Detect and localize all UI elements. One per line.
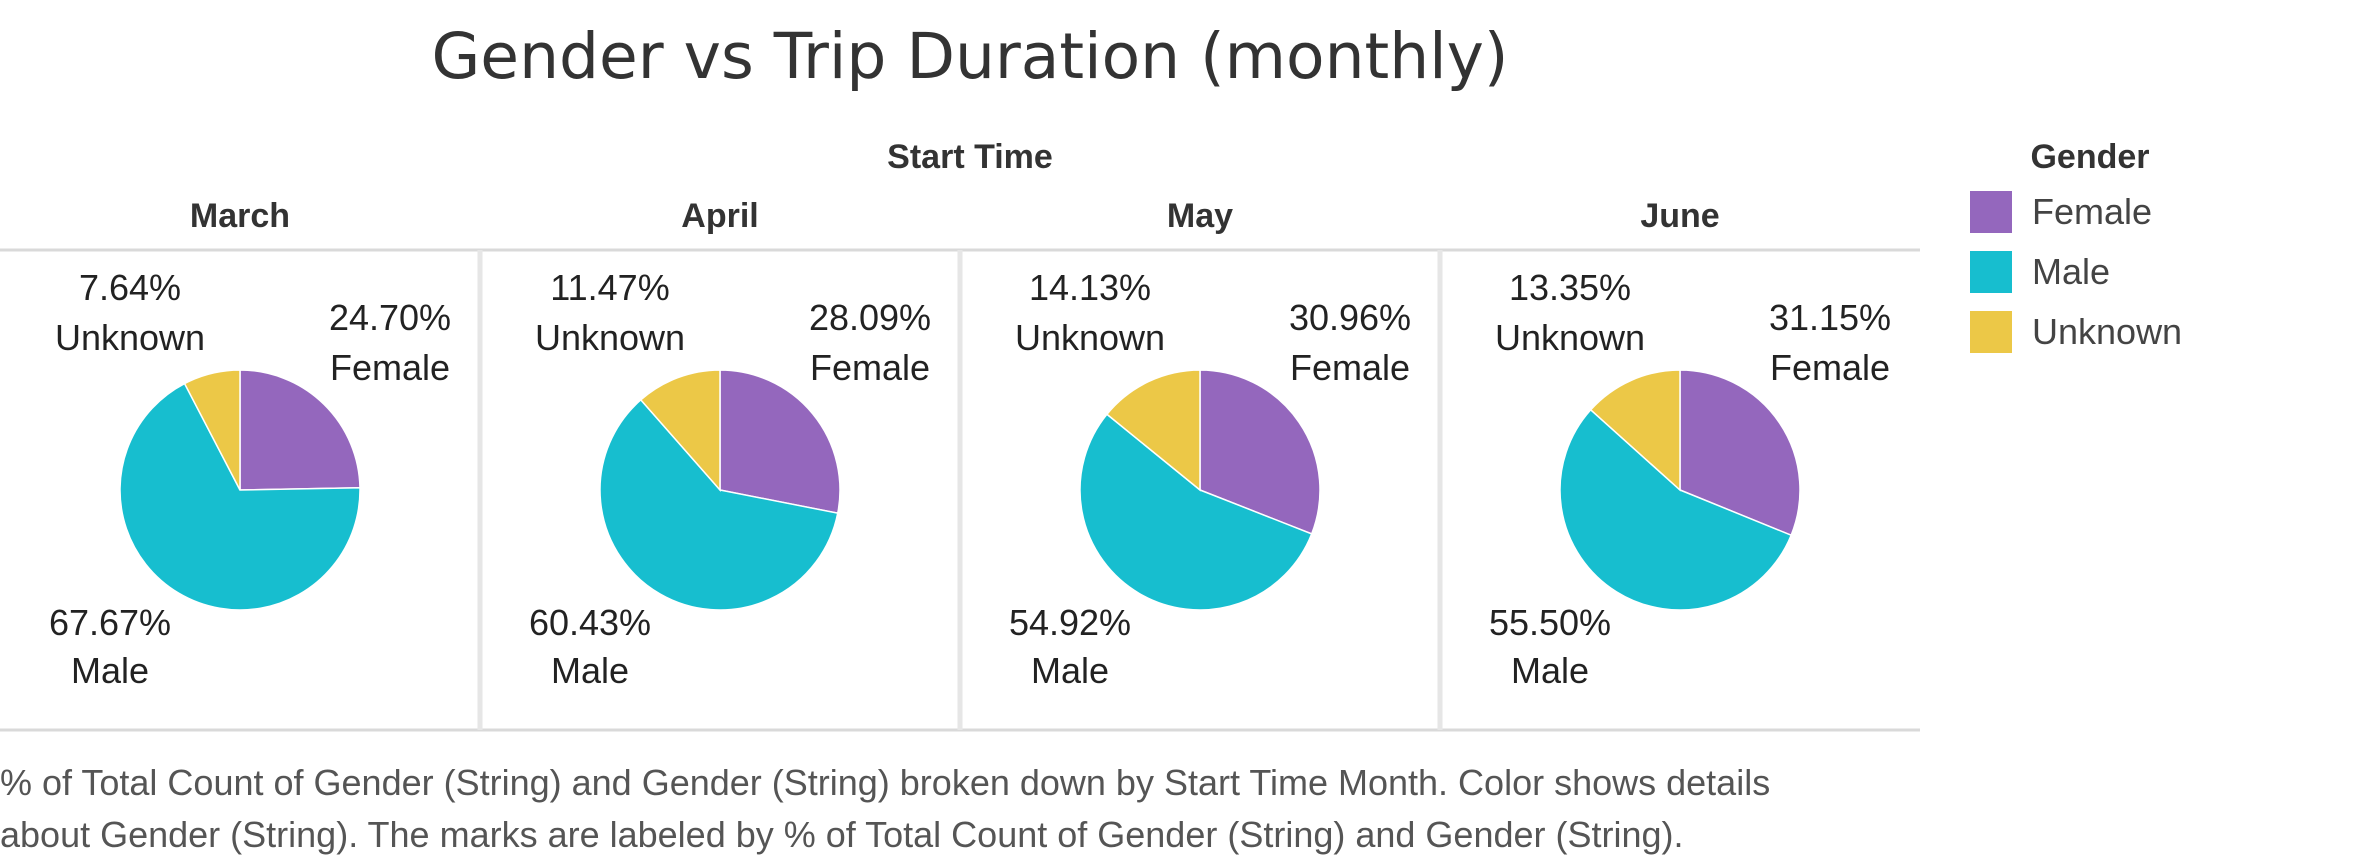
legend-item-female[interactable]: Female (1970, 190, 2152, 234)
pie-slice-april-unknown[interactable] (639, 369, 721, 492)
slice-label-march-male: 67.67% Male (49, 602, 171, 691)
slice-label-april-male: 60.43% Male (529, 602, 651, 691)
pie-slice-march-male[interactable] (119, 382, 361, 611)
slice-label-march-female: 24.70% Female (329, 297, 451, 388)
pie-slice-april-male[interactable] (599, 398, 839, 611)
slice-label-april-female: 28.09% Female (809, 297, 931, 388)
caption-line-2: about Gender (String). The marks are lab… (0, 814, 1684, 855)
slice-category-label: Male (71, 650, 149, 691)
slice-value-label: 54.92% (1009, 602, 1131, 643)
legend-swatch-unknown (1970, 311, 2012, 353)
slice-label-march-unknown: 7.64% Unknown (55, 267, 205, 358)
legend-title: Gender (2030, 138, 2150, 176)
legend-item-male[interactable]: Male (1970, 250, 2110, 294)
pie-slice-june-unknown[interactable] (1589, 369, 1681, 492)
slice-label-june-unknown: 13.35% Unknown (1495, 267, 1645, 358)
legend-label-male: Male (2032, 251, 2111, 292)
pie-slice-may-female[interactable] (1199, 369, 1321, 535)
slice-value-label: 14.13% (1029, 267, 1151, 308)
legend-label-female: Female (2032, 191, 2153, 232)
pie-slice-june-male[interactable] (1559, 408, 1793, 611)
slice-category-label: Male (1511, 650, 1589, 691)
slice-value-label: 31.15% (1769, 297, 1891, 338)
slice-label-may-unknown: 14.13% Unknown (1015, 267, 1165, 358)
slice-category-label: Female (330, 347, 450, 388)
column-header: Start Time (887, 138, 1053, 176)
slice-value-label: 7.64% (79, 267, 181, 308)
legend-item-unknown[interactable]: Unknown (1970, 310, 2182, 354)
month-label-march: March (189, 197, 291, 235)
slice-category-label: Male (551, 650, 629, 691)
chart-title: Gender vs Trip Duration (monthly) (431, 20, 1509, 93)
month-label-may: May (1166, 197, 1234, 235)
pie-slice-may-unknown[interactable] (1105, 369, 1201, 492)
month-label-april: April (681, 197, 759, 235)
slice-category-label: Unknown (535, 317, 685, 358)
slice-value-label: 28.09% (809, 297, 931, 338)
legend-swatch-male (1970, 251, 2012, 293)
slice-label-may-female: 30.96% Female (1289, 297, 1411, 388)
slice-label-june-male: 55.50% Male (1489, 602, 1611, 691)
legend-swatch-female (1970, 191, 2012, 233)
pie-slice-april-female[interactable] (719, 369, 841, 515)
slice-category-label: Unknown (55, 317, 205, 358)
pie-slice-may-male[interactable] (1079, 413, 1313, 611)
slice-value-label: 55.50% (1489, 602, 1611, 643)
slice-label-april-unknown: 11.47% Unknown (535, 267, 685, 358)
slice-label-may-male: 54.92% Male (1009, 602, 1131, 691)
caption-line-1: % of Total Count of Gender (String) and … (0, 762, 1771, 803)
month-label-june: June (1640, 197, 1720, 235)
slice-category-label: Unknown (1495, 317, 1645, 358)
slice-category-label: Female (810, 347, 930, 388)
slice-category-label: Male (1031, 650, 1109, 691)
pie-slice-march-unknown[interactable] (183, 369, 241, 491)
slice-value-label: 67.67% (49, 602, 171, 643)
slice-label-june-female: 31.15% Female (1769, 297, 1891, 388)
slice-value-label: 11.47% (550, 267, 669, 308)
legend-label-unknown: Unknown (2032, 311, 2183, 352)
slice-value-label: 60.43% (529, 602, 651, 643)
chart-caption: % of Total Count of Gender (String) and … (0, 757, 1920, 861)
slice-category-label: Unknown (1015, 317, 1165, 358)
slice-value-label: 13.35% (1509, 267, 1631, 308)
slice-value-label: 30.96% (1289, 297, 1411, 338)
slice-value-label: 24.70% (329, 297, 451, 338)
pie-slice-march-female[interactable] (239, 369, 361, 491)
pie-slice-june-female[interactable] (1679, 369, 1801, 537)
slice-category-label: Female (1290, 347, 1410, 388)
slice-category-label: Female (1770, 347, 1890, 388)
pie-chart-area: 24.70% Female 67.67% Male 7.64% Unknown 28.09%… (0, 248, 1920, 732)
